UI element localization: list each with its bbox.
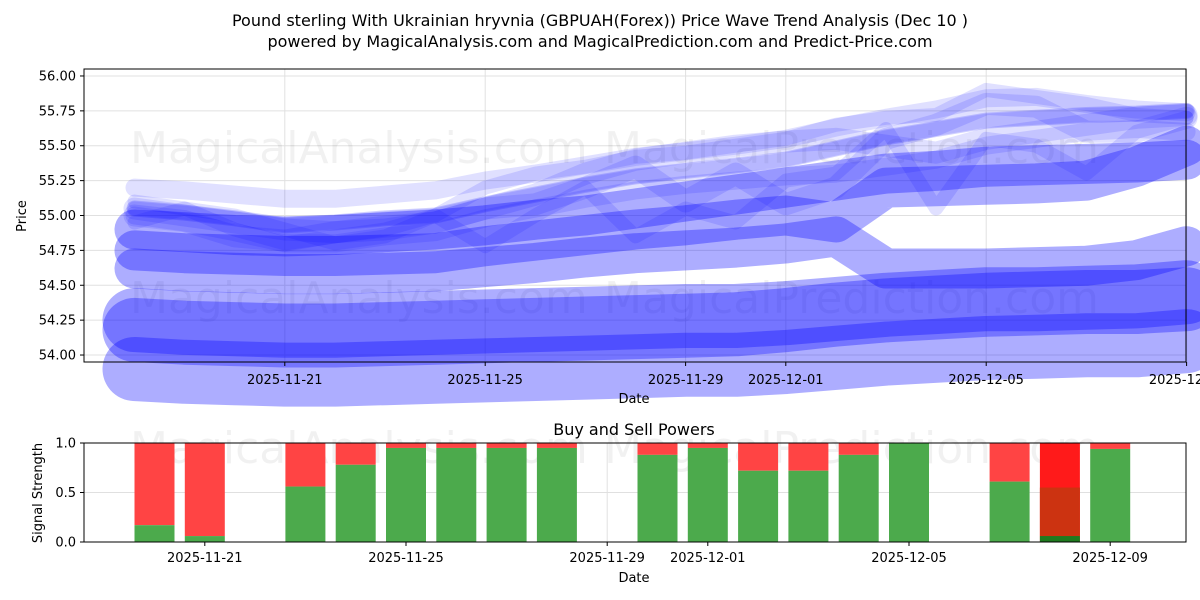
buy-bar — [184, 536, 225, 542]
buy-bar — [285, 486, 326, 542]
power-bars — [134, 443, 1131, 542]
y-tick-label: 0.0 — [55, 536, 76, 551]
sell-bar — [637, 443, 678, 455]
overlap-bar — [1039, 487, 1080, 542]
buy-bar — [486, 447, 527, 542]
wave-band — [125, 120, 1196, 253]
wave-band — [127, 82, 1194, 251]
power-y-ticks: 0.0 0.5 1.0 — [55, 437, 84, 551]
watermark-text: MagicalAnalysis.com — [130, 123, 588, 174]
wave-band — [125, 87, 1196, 208]
sell-bar — [386, 443, 426, 448]
wave-band — [114, 139, 1200, 257]
buy-bar — [1039, 536, 1080, 542]
y-tick-label: 55.50 — [39, 139, 76, 154]
y-tick-label: 1.0 — [55, 437, 76, 452]
sell-bar — [738, 443, 779, 471]
power-y-axis-label: Signal Strength — [31, 443, 46, 543]
x-tick-label: 2025-12-01 — [670, 551, 746, 566]
wave-band — [102, 267, 1200, 368]
y-tick-label: 54.50 — [39, 279, 76, 294]
sell-bar — [838, 443, 879, 455]
buy-bar — [788, 470, 829, 542]
y-tick-label: 54.75 — [39, 244, 76, 259]
y-tick-label: 0.5 — [55, 486, 76, 501]
wave-band — [114, 216, 1200, 295]
buy-bar — [738, 470, 779, 542]
sell-bar — [989, 443, 1030, 482]
x-tick-label: 2025-12-01 — [748, 373, 824, 388]
power-x-ticks: 2025-11-21 2025-11-25 2025-11-29 2025-12-01… — [167, 542, 1148, 566]
main-gridlines — [84, 69, 1188, 362]
power-chart-title: Buy and Sell Powers — [553, 420, 715, 439]
sell-bar — [486, 443, 527, 448]
wave-band — [114, 125, 1200, 276]
main-wave-bands — [102, 82, 1200, 407]
sell-bar — [687, 443, 728, 448]
y-tick-label: 55.00 — [39, 209, 76, 224]
watermark-text: MagicalPrediction.com — [604, 123, 1099, 174]
buy-bar — [335, 464, 376, 542]
buy-bar — [134, 525, 175, 542]
wave-band — [123, 92, 1198, 244]
buy-bar — [889, 443, 929, 542]
chart-title: Pound sterling With Ukrainian hryvnia (G… — [231, 11, 969, 30]
wave-band — [102, 309, 1200, 407]
main-y-axis-label: Price — [15, 200, 30, 232]
x-tick-label: 2025-11-25 — [447, 373, 523, 388]
buy-bar — [1090, 448, 1131, 542]
wave-band — [123, 104, 1198, 252]
sell-bar — [436, 443, 477, 448]
x-tick-label: 2025-12-05 — [871, 551, 947, 566]
sell-bar — [1090, 443, 1131, 449]
y-tick-label: 55.25 — [39, 174, 76, 189]
buy-bar — [637, 454, 678, 542]
wave-band — [102, 260, 1200, 358]
sell-bar — [788, 443, 829, 471]
sell-bar — [285, 443, 326, 487]
x-tick-label: 2025-12-05 — [948, 373, 1024, 388]
watermark-text: MagicalPrediction.com — [604, 273, 1099, 324]
power-x-axis-label: Date — [618, 571, 649, 586]
buy-bar — [838, 454, 879, 542]
sell-bar — [335, 443, 376, 465]
wave-band — [127, 103, 1194, 233]
x-tick-label: 2025-11-29 — [569, 551, 645, 566]
main-x-axis-label: Date — [618, 392, 649, 407]
y-tick-label: 54.25 — [39, 314, 76, 329]
chart-subtitle: powered by MagicalAnalysis.com and Magic… — [267, 32, 933, 51]
buy-bar — [436, 447, 477, 542]
sell-bar — [536, 443, 577, 448]
buy-bar — [386, 447, 426, 542]
wave-core — [126, 102, 1195, 234]
buy-bar — [536, 447, 577, 542]
main-watermarks: MagicalAnalysis.com MagicalPrediction.com… — [130, 123, 1099, 324]
buy-bar — [989, 481, 1030, 542]
x-tick-label: 2025-11-25 — [368, 551, 444, 566]
x-tick-label: 2025-12-09 — [1149, 373, 1200, 388]
watermark-text: MagicalAnalysis.com — [130, 273, 588, 324]
x-tick-label: 2025-11-21 — [247, 373, 323, 388]
sell-bar — [134, 443, 175, 526]
x-tick-label: 2025-11-29 — [648, 373, 724, 388]
y-tick-label: 55.75 — [39, 104, 76, 119]
x-tick-label: 2025-11-21 — [167, 551, 243, 566]
sell-bar — [184, 443, 225, 537]
wave-band — [127, 110, 1194, 254]
y-tick-label: 56.00 — [39, 69, 76, 84]
buy-bar — [687, 447, 728, 542]
main-y-ticks: 54.00 54.25 54.50 54.75 55.00 55.25 55.50 55.75… — [39, 69, 84, 364]
x-tick-label: 2025-12-09 — [1072, 551, 1148, 566]
main-x-ticks: 2025-11-21 2025-11-25 2025-11-29 2025-12-01… — [247, 362, 1200, 388]
y-tick-label: 54.00 — [39, 349, 76, 364]
